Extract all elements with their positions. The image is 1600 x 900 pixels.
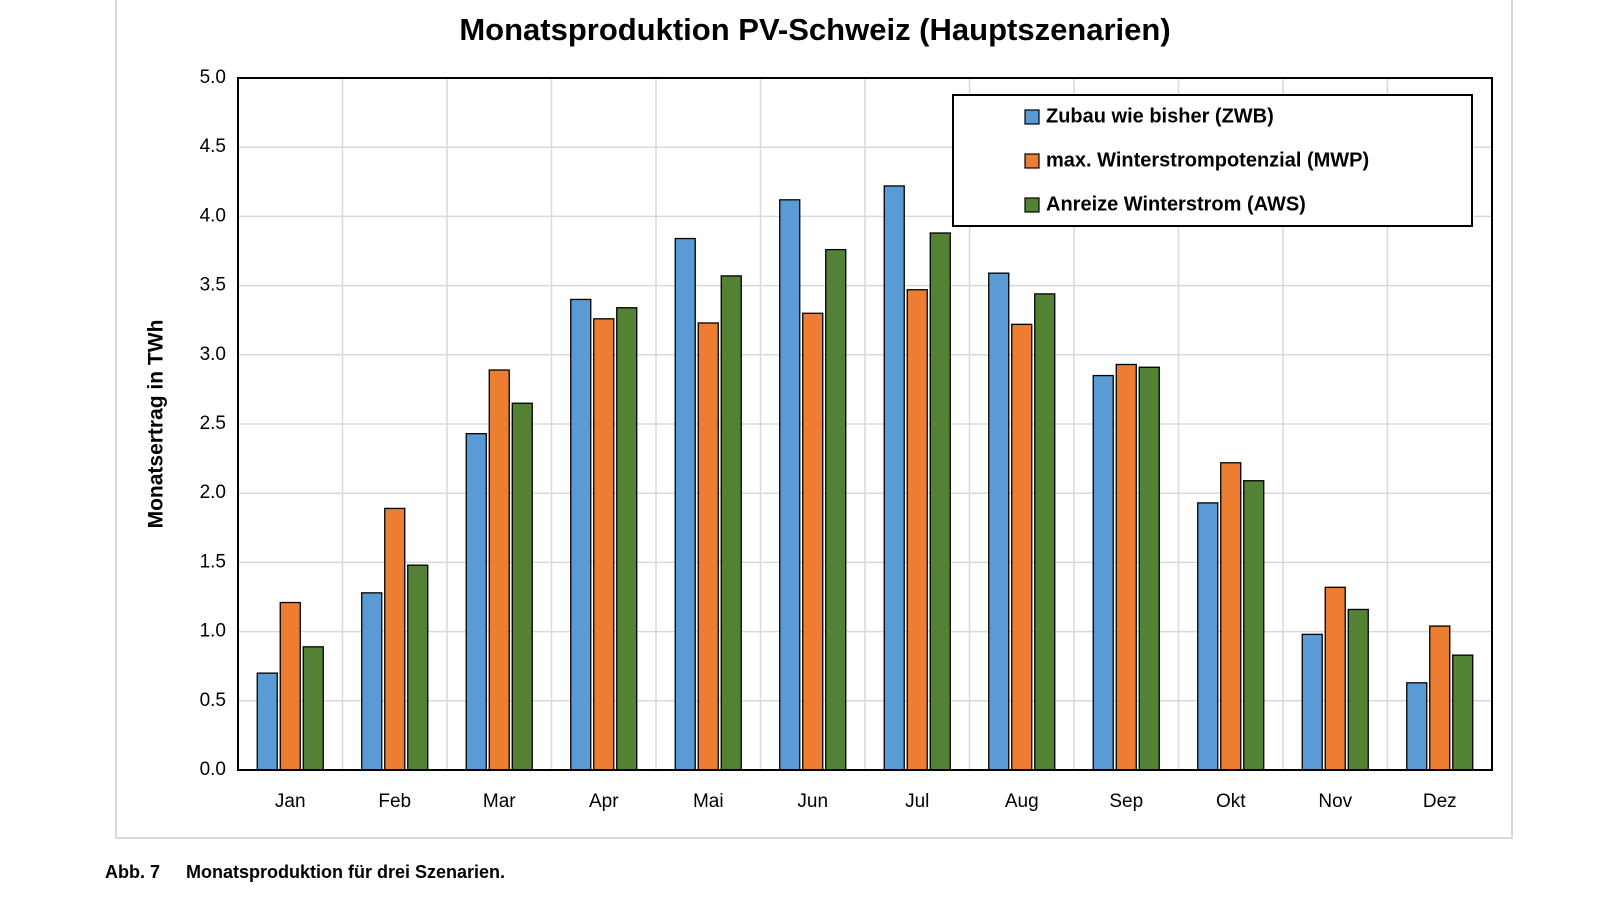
y-tick-label: 0.0 bbox=[200, 759, 226, 780]
bar bbox=[988, 272, 1010, 771]
bar bbox=[1347, 608, 1369, 771]
bar bbox=[1138, 366, 1160, 771]
bar bbox=[779, 199, 801, 771]
bar bbox=[1197, 502, 1219, 771]
x-tick-label: Okt bbox=[1216, 791, 1246, 812]
y-tick-label: 5.0 bbox=[200, 67, 226, 88]
legend-label: Zubau wie bisher (ZWB) bbox=[1046, 105, 1274, 127]
bar bbox=[488, 369, 510, 771]
x-tick-label: Sep bbox=[1109, 791, 1143, 812]
y-tick-label: 1.5 bbox=[200, 551, 226, 572]
chart-title: Monatsproduktion PV-Schweiz (Hauptszenar… bbox=[459, 12, 1170, 47]
bar bbox=[279, 601, 301, 771]
y-tick-label: 0.5 bbox=[200, 690, 226, 711]
bar bbox=[802, 312, 824, 771]
caption-text: Monatsproduktion für drei Szenarien. bbox=[186, 862, 505, 882]
y-tick-label: 3.0 bbox=[200, 344, 226, 365]
bar bbox=[511, 402, 533, 771]
x-tick-label: Jan bbox=[275, 791, 306, 812]
legend-label: Anreize Winterstrom (AWS) bbox=[1046, 193, 1306, 215]
legend-swatch bbox=[1024, 153, 1040, 169]
plot-border bbox=[237, 77, 1493, 771]
y-tick-label: 2.5 bbox=[200, 413, 226, 434]
bar bbox=[906, 289, 928, 771]
legend-swatch bbox=[1024, 109, 1040, 125]
y-tick-label: 4.5 bbox=[200, 136, 226, 157]
bar bbox=[1011, 323, 1033, 771]
bar bbox=[1115, 363, 1137, 771]
y-tick-label: 2.0 bbox=[200, 482, 226, 503]
x-tick-label: Jun bbox=[797, 791, 828, 812]
bar bbox=[674, 237, 696, 771]
bar bbox=[720, 275, 742, 771]
x-tick-label: Feb bbox=[378, 791, 411, 812]
bar bbox=[616, 307, 638, 771]
y-tick-label: 3.5 bbox=[200, 275, 226, 296]
bar bbox=[697, 322, 719, 771]
bar bbox=[465, 433, 487, 771]
bar bbox=[1034, 293, 1056, 771]
legend-label: max. Winterstrompotenzial (MWP) bbox=[1046, 149, 1369, 171]
bar bbox=[384, 507, 406, 771]
bar bbox=[1301, 633, 1323, 771]
y-axis-title: Monatsertrag in TWh bbox=[145, 320, 168, 529]
x-tick-label: Nov bbox=[1318, 791, 1352, 812]
x-tick-label: Dez bbox=[1423, 791, 1457, 812]
bar bbox=[825, 248, 847, 771]
bar bbox=[1092, 374, 1114, 771]
y-tick-label: 4.0 bbox=[200, 205, 226, 226]
bar bbox=[1429, 625, 1451, 771]
bar bbox=[361, 592, 383, 771]
bar bbox=[593, 318, 615, 771]
bar bbox=[256, 672, 278, 771]
x-tick-label: Aug bbox=[1005, 791, 1039, 812]
x-tick-label: Apr bbox=[589, 791, 619, 812]
bar bbox=[929, 232, 951, 771]
x-tick-label: Mai bbox=[693, 791, 724, 812]
y-tick-label: 1.0 bbox=[200, 621, 226, 642]
x-tick-label: Mar bbox=[483, 791, 516, 812]
bar bbox=[1406, 682, 1428, 771]
bar bbox=[1243, 480, 1265, 771]
bar bbox=[407, 564, 429, 771]
bar bbox=[883, 185, 905, 771]
x-tick-label: Jul bbox=[905, 791, 929, 812]
caption-number: Abb. 7 bbox=[105, 862, 160, 882]
bar bbox=[570, 298, 592, 771]
bar bbox=[1220, 462, 1242, 771]
bar bbox=[1324, 586, 1346, 771]
bar bbox=[1452, 654, 1474, 771]
bar bbox=[302, 646, 324, 771]
legend-swatch bbox=[1024, 197, 1040, 213]
